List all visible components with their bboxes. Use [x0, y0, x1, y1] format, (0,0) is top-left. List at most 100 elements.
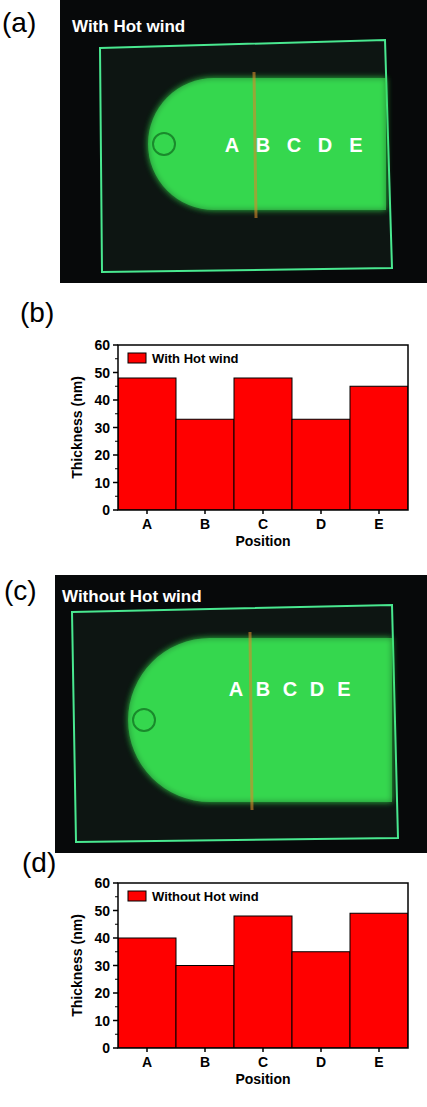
y-tick-label: 20 [94, 447, 110, 463]
fluorescent-film-core [148, 78, 386, 210]
bar [234, 916, 292, 1048]
x-tick [262, 510, 264, 514]
legend-swatch [128, 891, 146, 901]
y-tick-label: 20 [94, 985, 110, 1001]
x-tick [378, 510, 380, 514]
x-tick [262, 1048, 264, 1052]
y-minor-tick [115, 496, 118, 497]
position-label: D [318, 134, 332, 156]
y-tick-label: 30 [94, 958, 110, 974]
position-label: E [337, 678, 350, 700]
bar [176, 419, 234, 510]
y-tick-label: 50 [94, 903, 110, 919]
y-minor-tick [115, 1006, 118, 1007]
bar [234, 378, 292, 510]
bar [176, 966, 234, 1049]
legend-label: With Hot wind [152, 351, 239, 366]
bar [350, 913, 408, 1048]
x-axis-title: Position [235, 533, 290, 549]
bar [292, 419, 350, 510]
y-axis-title: Thickness (nm) [69, 376, 85, 479]
y-minor-tick [115, 358, 118, 359]
x-tick-label: C [258, 1054, 268, 1070]
x-tick-label: B [200, 516, 210, 532]
y-tick-label: 50 [94, 365, 110, 381]
photo-background [60, 0, 427, 283]
bar [350, 386, 408, 510]
photo-caption: Without Hot wind [62, 587, 202, 606]
bars [118, 378, 408, 510]
y-minor-tick [115, 413, 118, 414]
y-tick [113, 937, 118, 939]
x-tick [320, 1048, 322, 1052]
chart: 0102030405060ABCDEPositionThickness (nm)… [69, 337, 408, 549]
fluorescent-film-core [128, 638, 392, 802]
y-tick [113, 399, 118, 401]
y-tick-label: 10 [94, 475, 110, 491]
y-tick-label: 60 [94, 337, 110, 353]
y-minor-tick [115, 441, 118, 442]
position-label: B [256, 678, 270, 700]
x-tick [204, 1048, 206, 1052]
photo: With Hot windABCDE [60, 0, 427, 283]
photo: Without Hot wind ABCDE [55, 575, 427, 853]
position-label: B [256, 134, 270, 156]
y-minor-tick [115, 924, 118, 925]
glass-slide [100, 40, 392, 272]
y-tick [113, 1020, 118, 1022]
x-tick [146, 510, 148, 514]
y-axis-title: Thickness (nm) [69, 914, 85, 1017]
fluorescent-film [148, 78, 386, 210]
glass-slide [72, 605, 398, 842]
y-tick [113, 482, 118, 484]
legend: Without Hot wind [128, 889, 259, 904]
y-tick-label: 60 [94, 875, 110, 891]
x-tick-label: D [316, 516, 326, 532]
nozzle-mark [153, 133, 175, 155]
plot-frame [118, 345, 408, 510]
position-label: D [310, 678, 324, 700]
chart: 0102030405060ABCDEPositionThickness (nm)… [69, 875, 408, 1087]
y-minor-tick [115, 1034, 118, 1035]
position-label: A [229, 678, 243, 700]
bar [118, 378, 176, 510]
y-minor-tick [115, 468, 118, 469]
nozzle-mark [133, 709, 155, 731]
y-tick [113, 454, 118, 456]
position-label: C [287, 134, 301, 156]
x-axis-title: Position [235, 1071, 290, 1087]
legend: With Hot wind [128, 351, 239, 366]
panel-letter: (c) [4, 575, 37, 606]
position-label: C [283, 678, 297, 700]
photo-background [55, 575, 427, 853]
x-tick-label: A [142, 1054, 152, 1070]
bars [118, 913, 408, 1048]
legend-swatch [128, 353, 146, 363]
y-tick-label: 10 [94, 1013, 110, 1029]
y-tick-label: 0 [102, 502, 110, 518]
x-tick-label: E [374, 1054, 383, 1070]
y-tick [113, 427, 118, 429]
y-minor-tick [115, 386, 118, 387]
y-tick [113, 992, 118, 994]
y-tick [113, 1047, 118, 1049]
x-tick [320, 510, 322, 514]
x-tick-label: E [374, 516, 383, 532]
y-minor-tick [115, 979, 118, 980]
y-tick [113, 372, 118, 374]
y-tick [113, 344, 118, 346]
y-tick-label: 30 [94, 420, 110, 436]
position-label: A [225, 134, 239, 156]
figure: (a)(b)(c)(d)With Hot windABCDEWithout Ho… [0, 0, 427, 1107]
x-tick [204, 510, 206, 514]
panel-letter: (a) [2, 7, 36, 38]
fluorescent-film [128, 638, 392, 802]
y-tick [113, 965, 118, 967]
y-minor-tick [115, 896, 118, 897]
x-tick [146, 1048, 148, 1052]
legend-label: Without Hot wind [152, 889, 259, 904]
bar [118, 938, 176, 1048]
y-tick-label: 40 [94, 392, 110, 408]
photo-caption: With Hot wind [72, 17, 185, 36]
x-tick-label: A [142, 516, 152, 532]
